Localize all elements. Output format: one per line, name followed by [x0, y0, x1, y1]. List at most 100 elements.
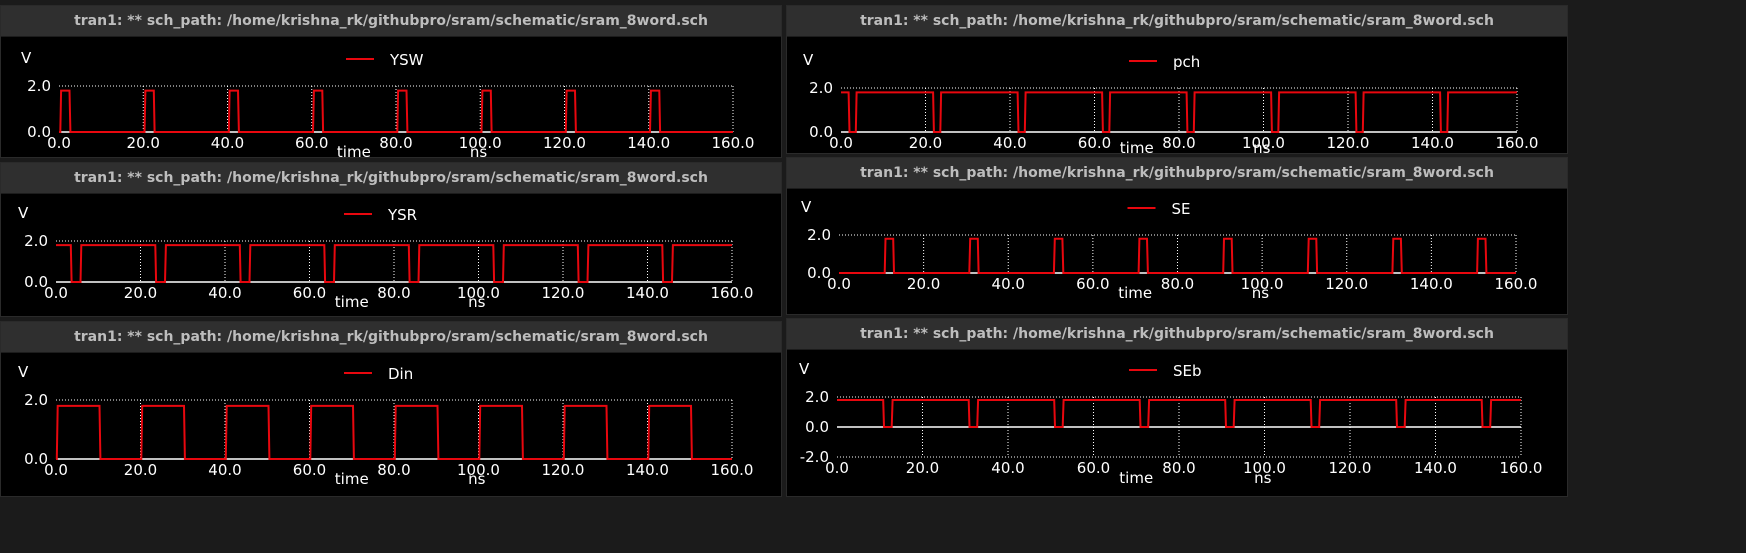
window-title[interactable]: tran1: ** sch_path: /home/krishna_rk/git… [1, 322, 781, 353]
y-tick-label: 2.0 [24, 391, 48, 409]
x-axis-unit: ns [470, 143, 488, 158]
chart-din: V Din 0.0 2.0 0.0 20.0 40.0 60.0 80.0 100.0 120.0 1… [18, 363, 754, 488]
x-tick-label: 40.0 [993, 134, 1026, 152]
x-tick-label: 80.0 [1161, 275, 1194, 293]
x-tick-label: 160.0 [711, 284, 754, 302]
x-tick-label: 120.0 [1327, 134, 1370, 152]
waveform-window-seb[interactable]: tran1: ** sch_path: /home/krishna_rk/git… [786, 318, 1568, 497]
x-tick-label: 20.0 [907, 275, 940, 293]
waveform-window-se[interactable]: tran1: ** sch_path: /home/krishna_rk/git… [786, 157, 1568, 315]
series-line-SE [839, 237, 1516, 274]
x-tick-label: 40.0 [992, 275, 1025, 293]
x-tick-label: 60.0 [1078, 134, 1111, 152]
x-tick-label: 0.0 [825, 459, 849, 477]
x-tick-label: 60.0 [1076, 275, 1109, 293]
x-tick-label: 160.0 [711, 461, 754, 479]
waveform-window-ysw[interactable]: tran1: ** sch_path: /home/krishna_rk/git… [0, 5, 782, 158]
x-tick-label: 60.0 [293, 284, 326, 302]
legend-label: pch [1173, 53, 1200, 71]
x-tick-label: 140.0 [1414, 459, 1457, 477]
x-tick-label: 80.0 [379, 134, 412, 152]
x-tick-label: 80.0 [377, 461, 410, 479]
window-title[interactable]: tran1: ** sch_path: /home/krishna_rk/git… [1, 6, 781, 37]
y-tick-label: -2.0 [800, 448, 829, 466]
series-line-YSW [59, 89, 733, 133]
legend-label: SE [1172, 200, 1191, 218]
x-axis-label: time [337, 143, 371, 158]
window-title[interactable]: tran1: ** sch_path: /home/krishna_rk/git… [787, 319, 1567, 350]
x-axis-label: time [335, 470, 369, 488]
x-tick-label: 120.0 [542, 461, 585, 479]
x-axis-label: time [335, 293, 369, 311]
waveform-window-ysr[interactable]: tran1: ** sch_path: /home/krishna_rk/git… [0, 162, 782, 317]
x-axis-unit: ns [1252, 284, 1270, 302]
x-tick-label: 120.0 [1329, 459, 1372, 477]
x-tick-label: 80.0 [377, 284, 410, 302]
x-axis-label: time [1120, 139, 1154, 154]
series-line-YSR [56, 244, 732, 283]
y-tick-label: 0.0 [805, 418, 829, 436]
x-tick-label: 20.0 [909, 134, 942, 152]
x-tick-label: 0.0 [47, 134, 71, 152]
y-tick-label: 0.0 [809, 123, 833, 141]
x-axis-unit: ns [468, 293, 486, 311]
x-tick-label: 100.0 [1242, 134, 1285, 152]
x-tick-label: 20.0 [906, 459, 939, 477]
x-tick-label: 0.0 [827, 275, 851, 293]
y-axis-label: V [801, 198, 812, 216]
x-tick-label: 140.0 [1410, 275, 1453, 293]
window-title[interactable]: tran1: ** sch_path: /home/krishna_rk/git… [787, 6, 1567, 37]
x-tick-label: 100.0 [459, 134, 502, 152]
x-tick-label: 100.0 [1241, 275, 1284, 293]
x-tick-label: 160.0 [1496, 134, 1539, 152]
x-axis-unit: ns [1253, 139, 1271, 154]
x-axis-unit: ns [468, 470, 486, 488]
x-tick-label: 40.0 [211, 134, 244, 152]
x-tick-label: 120.0 [1325, 275, 1368, 293]
y-tick-label: 0.0 [24, 450, 48, 468]
chart-se: V SE 0.0 2.0 0.0 20.0 40.0 60.0 80.0 100.0 120.0 14… [801, 198, 1538, 302]
chart-ysr: V YSR 0.0 2.0 0.0 20.0 40.0 60.0 80.0 100.0 120.0 1… [18, 204, 754, 311]
x-tick-label: 40.0 [208, 461, 241, 479]
x-tick-label: 40.0 [991, 459, 1024, 477]
x-axis-unit: ns [1254, 469, 1272, 487]
x-tick-label: 0.0 [44, 284, 68, 302]
x-tick-label: 0.0 [829, 134, 853, 152]
x-tick-label: 100.0 [1243, 459, 1286, 477]
series-line-pch [841, 91, 1517, 133]
x-tick-label: 120.0 [542, 284, 585, 302]
x-tick-label: 20.0 [127, 134, 160, 152]
legend-label: Din [388, 365, 413, 383]
legend-label: YSR [387, 206, 417, 224]
x-tick-label: 80.0 [1162, 134, 1195, 152]
x-tick-label: 140.0 [1411, 134, 1454, 152]
y-tick-label: 0.0 [27, 123, 51, 141]
x-tick-label: 100.0 [457, 461, 500, 479]
y-axis-label: V [803, 51, 814, 69]
window-title[interactable]: tran1: ** sch_path: /home/krishna_rk/git… [787, 158, 1567, 189]
series-line-SEb [837, 399, 1521, 428]
x-tick-label: 20.0 [124, 461, 157, 479]
chart-ysw: V YSW 0.0 2.0 0.0 20.0 40.0 60.0 80.0 100.0 120.0 1… [21, 49, 754, 158]
x-tick-label: 100.0 [457, 284, 500, 302]
x-tick-label: 0.0 [44, 461, 68, 479]
legend-label: SEb [1173, 362, 1202, 380]
x-tick-label: 60.0 [293, 461, 326, 479]
y-tick-label: 2.0 [805, 388, 829, 406]
x-tick-label: 140.0 [627, 134, 670, 152]
legend-label: YSW [389, 51, 424, 69]
x-tick-label: 140.0 [626, 461, 669, 479]
window-title[interactable]: tran1: ** sch_path: /home/krishna_rk/git… [1, 163, 781, 194]
waveform-window-pch[interactable]: tran1: ** sch_path: /home/krishna_rk/git… [786, 5, 1568, 154]
y-tick-label: 0.0 [24, 273, 48, 291]
y-tick-label: 2.0 [24, 232, 48, 250]
waveform-window-din[interactable]: tran1: ** sch_path: /home/krishna_rk/git… [0, 321, 782, 497]
x-tick-label: 160.0 [1495, 275, 1538, 293]
chart-seb: V SEb-2.00.02.00.0 20.0 40.0 60.0 80.0 100.0 12… [799, 360, 1542, 487]
x-tick-label: 40.0 [208, 284, 241, 302]
y-tick-label: 0.0 [807, 264, 831, 282]
x-tick-label: 60.0 [295, 134, 328, 152]
y-axis-label: V [799, 360, 810, 378]
y-tick-label: 2.0 [27, 77, 51, 95]
y-tick-label: 2.0 [807, 226, 831, 244]
